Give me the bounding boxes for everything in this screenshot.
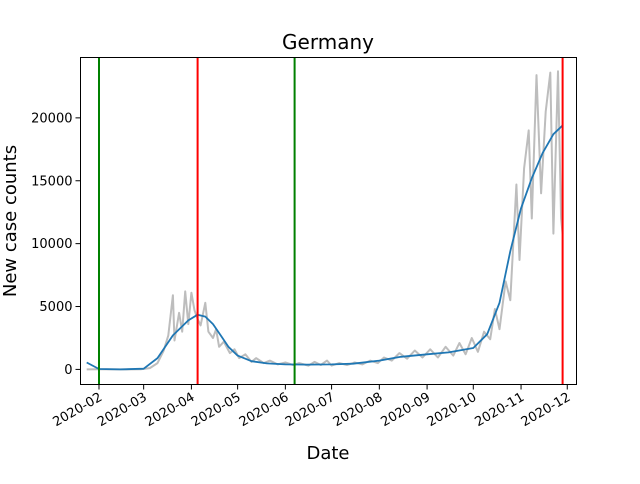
x-axis-label: Date <box>306 443 349 464</box>
plot-frame <box>80 57 577 385</box>
y-axis-label: New case counts <box>0 145 21 297</box>
y-tick-label: 20000 <box>31 111 72 126</box>
series-line-1 <box>86 124 564 371</box>
y-tick-label: 0 <box>64 363 72 378</box>
series-line-0 <box>86 70 564 371</box>
plot-area <box>86 57 564 385</box>
y-tick-label: 5000 <box>39 300 72 315</box>
y-tick-label: 15000 <box>31 174 72 189</box>
chart-title: Germany <box>282 30 374 54</box>
y-tick-label: 10000 <box>31 237 72 252</box>
